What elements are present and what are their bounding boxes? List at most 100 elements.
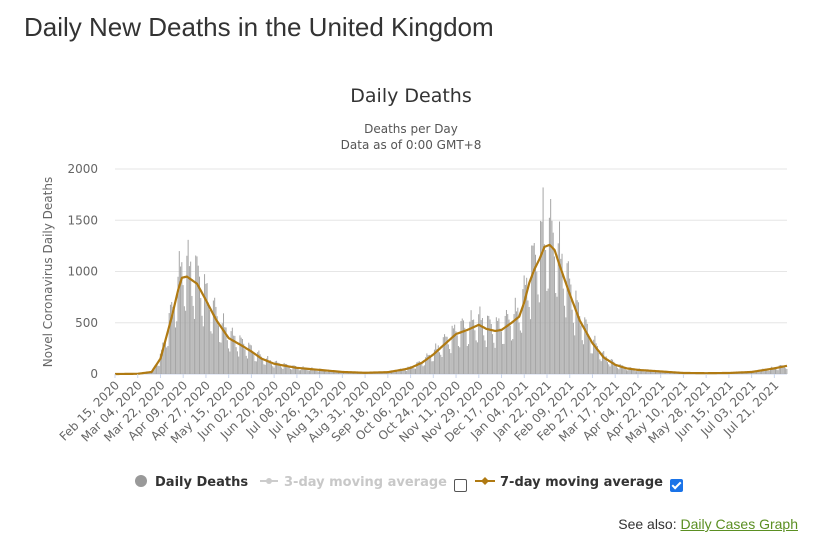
- daily-deaths-bar: [303, 367, 305, 374]
- daily-deaths-bar: [537, 294, 539, 374]
- daily-deaths-bar: [557, 243, 559, 374]
- daily-deaths-bar: [263, 364, 265, 374]
- seven-day-average-path: [114, 243, 788, 376]
- daily-deaths-bar: [199, 276, 201, 374]
- daily-deaths-bar: [300, 370, 302, 374]
- daily-deaths-bar: [175, 327, 177, 374]
- daily-deaths-bar: [326, 371, 328, 374]
- legend-3day-label: 3-day moving average: [284, 475, 447, 490]
- daily-deaths-bar: [181, 262, 183, 374]
- daily-deaths-bar: [219, 342, 221, 374]
- daily-deaths-bar: [444, 334, 446, 374]
- daily-deaths-bar: [325, 371, 327, 374]
- daily-deaths-bar: [423, 365, 425, 374]
- daily-deaths-bar: [422, 366, 424, 374]
- daily-deaths-bar: [262, 359, 264, 374]
- daily-deaths-bar: [394, 371, 396, 374]
- daily-deaths-bar: [470, 310, 472, 374]
- daily-deaths-bar: [253, 353, 255, 374]
- daily-deaths-bar: [780, 364, 782, 374]
- daily-deaths-bar: [456, 335, 458, 374]
- daily-deaths-bar: [169, 304, 171, 374]
- daily-deaths-bar: [353, 372, 355, 374]
- daily-deaths-bar: [785, 368, 787, 374]
- daily-deaths-bar: [610, 358, 612, 374]
- daily-deaths-bar: [555, 293, 557, 374]
- daily-deaths-bar: [540, 220, 542, 374]
- daily-deaths-bar: [319, 368, 321, 374]
- daily-deaths-bar: [217, 325, 219, 374]
- daily-deaths-bar: [407, 366, 409, 374]
- chart-subtitle-date: Data as of 0:00 GMT+8: [341, 138, 482, 152]
- y-tick-label: 500: [75, 316, 98, 330]
- daily-deaths-bar: [591, 353, 593, 374]
- daily-deaths-bar: [585, 319, 587, 374]
- daily-deaths-bar: [607, 362, 609, 374]
- legend-7day-marker: [481, 477, 489, 485]
- daily-deaths-bar: [399, 368, 401, 374]
- daily-deaths-bar: [533, 243, 535, 374]
- legend-item-daily-deaths[interactable]: Daily Deaths: [135, 475, 248, 490]
- daily-deaths-bar: [396, 371, 398, 374]
- daily-deaths-bar: [439, 352, 441, 374]
- daily-deaths-bar: [529, 319, 531, 374]
- daily-deaths-bar: [620, 365, 622, 374]
- daily-deaths-bar: [393, 370, 395, 374]
- daily-deaths-bar: [228, 348, 230, 374]
- daily-deaths-bar: [445, 336, 447, 374]
- legend-item-7day-average[interactable]: 7-day moving average: [475, 475, 663, 490]
- daily-deaths-bar: [415, 368, 417, 374]
- daily-deaths-bar: [305, 367, 307, 374]
- daily-deaths-bar: [185, 310, 187, 374]
- daily-deaths-bar: [332, 371, 334, 374]
- daily-deaths-bar: [196, 256, 198, 374]
- daily-deaths-bar: [278, 363, 280, 374]
- daily-deaths-bar: [594, 335, 596, 374]
- daily-deaths-bar: [498, 318, 500, 374]
- daily-deaths-bar: [608, 364, 610, 374]
- three-day-average-checkbox[interactable]: [454, 479, 467, 492]
- daily-deaths-bar: [200, 297, 202, 374]
- daily-deaths-bar: [545, 250, 547, 374]
- daily-deaths-bar: [613, 361, 615, 374]
- daily-deaths-bar: [627, 370, 629, 374]
- daily-cases-graph-link[interactable]: Daily Cases Graph: [680, 516, 799, 532]
- legend-7day-label: 7-day moving average: [500, 475, 663, 490]
- daily-deaths-bar: [495, 317, 497, 374]
- daily-deaths-bar: [612, 359, 614, 374]
- daily-deaths-bar: [475, 340, 477, 374]
- daily-deaths-bar: [421, 363, 423, 374]
- daily-deaths-bar: [535, 254, 537, 374]
- daily-deaths-bar: [412, 367, 414, 374]
- daily-deaths-bar: [550, 199, 552, 374]
- seven-day-average-checkbox[interactable]: [670, 479, 683, 492]
- daily-deaths-bar: [158, 366, 160, 374]
- daily-deaths-bar: [517, 307, 519, 374]
- daily-deaths-bar: [562, 288, 564, 374]
- daily-deaths-bar: [335, 372, 337, 374]
- daily-deaths-bar: [493, 342, 495, 374]
- daily-deaths-bar: [637, 369, 639, 374]
- daily-deaths-bar: [476, 342, 478, 374]
- daily-deaths-bar: [271, 364, 273, 374]
- daily-deaths-bar: [485, 347, 487, 374]
- daily-deaths-bar: [523, 275, 525, 374]
- daily-deaths-bar: [601, 352, 603, 374]
- daily-deaths-bar: [446, 336, 448, 374]
- daily-deaths-bar: [572, 322, 574, 374]
- daily-deaths-bar: [636, 371, 638, 374]
- daily-deaths-bar: [330, 370, 332, 374]
- daily-deaths-bar: [258, 350, 260, 374]
- page-title: Daily New Deaths in the United Kingdom: [24, 12, 494, 42]
- daily-deaths-bar: [207, 302, 209, 374]
- daily-deaths-bar: [633, 369, 635, 374]
- daily-deaths-bar: [536, 271, 538, 374]
- daily-deaths-bar: [505, 309, 507, 374]
- see-also: See also: Daily Cases Graph: [618, 516, 798, 532]
- daily-deaths-bar: [205, 283, 207, 374]
- daily-deaths-bar: [201, 315, 203, 374]
- daily-deaths-bar: [249, 344, 251, 374]
- daily-deaths-bar: [295, 365, 297, 374]
- daily-deaths-bar: [159, 353, 161, 374]
- legend-item-3day-average[interactable]: 3-day moving average: [260, 475, 447, 490]
